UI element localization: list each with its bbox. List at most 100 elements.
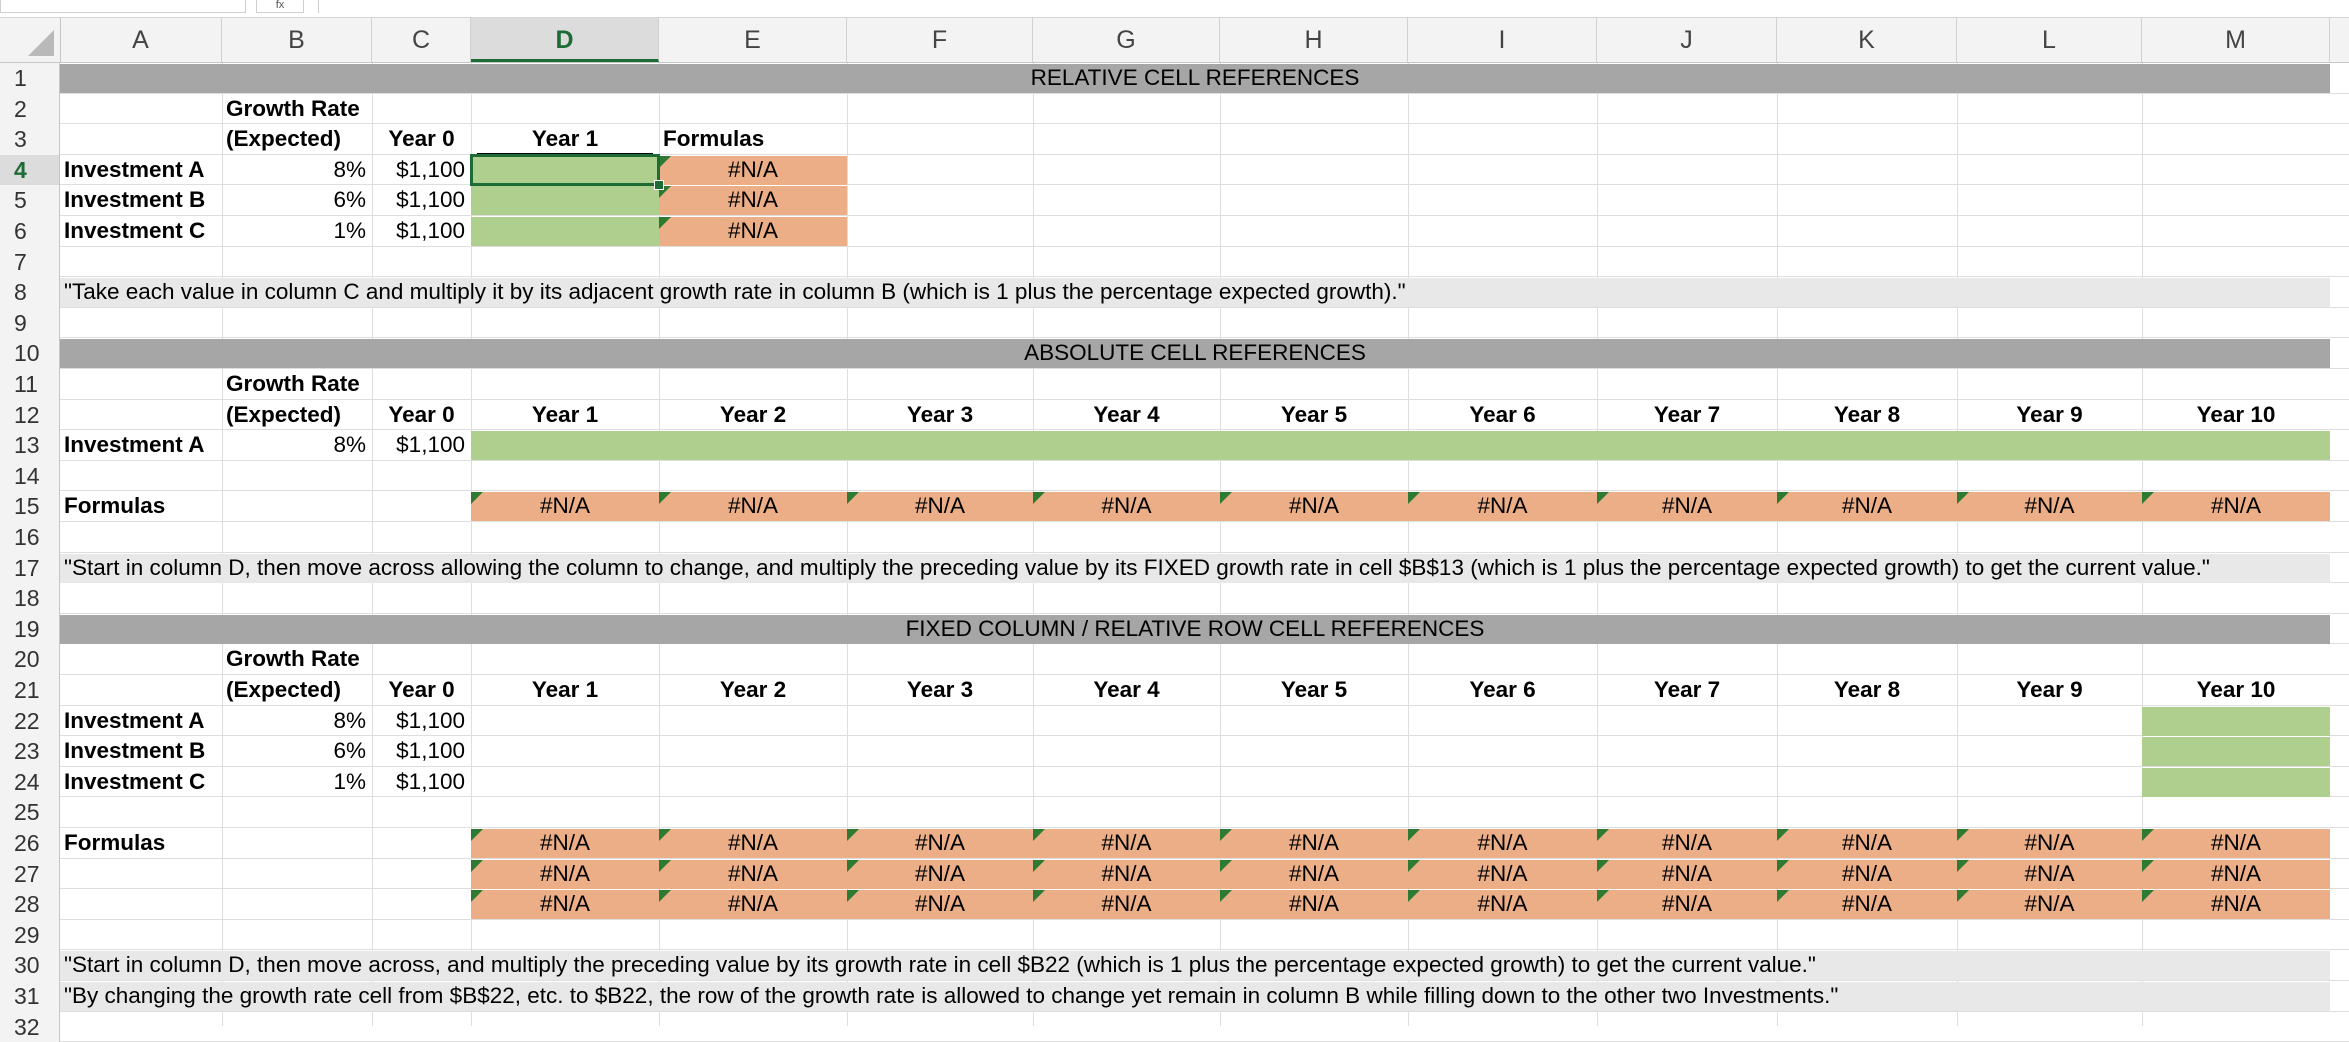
header-expected[interactable]: (Expected) (226, 401, 342, 427)
header-year[interactable]: Year 3 (906, 677, 974, 702)
formula-result-cell[interactable]: #N/A (914, 891, 966, 917)
formulas-label[interactable]: Formulas (64, 830, 166, 855)
growth-rate-cell[interactable]: 8% (333, 156, 366, 182)
row-header-10[interactable]: 10 (0, 338, 60, 369)
formula-result-cell[interactable]: #N/A (1477, 860, 1528, 886)
formula-result-cell[interactable]: #N/A (1841, 860, 1893, 886)
formula-cell-range[interactable] (471, 859, 2330, 889)
formula-result-cell[interactable]: #N/A (1841, 830, 1893, 855)
row-header-23[interactable]: 23 (0, 736, 60, 767)
row-header-24[interactable]: 24 (0, 766, 60, 798)
row-header-7[interactable]: 7 (0, 246, 60, 278)
formula-result-cell[interactable]: #N/A (914, 493, 966, 519)
row-header-8[interactable]: 8 (0, 277, 60, 308)
header-year[interactable]: Year 1 (531, 401, 599, 427)
column-header-j[interactable]: J (1597, 18, 1777, 62)
formula-result-cell[interactable]: #N/A (1288, 860, 1340, 886)
growth-rate-cell[interactable]: 8% (333, 432, 366, 458)
row-header-4[interactable]: 4 (0, 154, 60, 186)
header-formulas[interactable]: Formulas (663, 126, 765, 152)
row-header-20[interactable]: 20 (0, 644, 60, 675)
explanation-note[interactable]: "Start in column D, then move across, an… (64, 952, 1816, 978)
formula-result-cell[interactable]: #N/A (727, 156, 779, 182)
formula-result-cell[interactable]: #N/A (727, 860, 779, 886)
header-year[interactable]: Year 9 (2016, 401, 2083, 427)
column-header-l[interactable]: L (1957, 18, 2142, 62)
header-year[interactable]: Year 5 (1280, 401, 1348, 427)
formula-result-cell[interactable]: #N/A (539, 891, 591, 917)
formula-cell[interactable] (659, 217, 847, 246)
formula-result-cell[interactable]: #N/A (1101, 891, 1152, 917)
formula-cell[interactable] (659, 155, 847, 185)
growth-rate-cell[interactable]: 1% (333, 218, 366, 243)
row-header-31[interactable]: 31 (0, 981, 60, 1012)
formula-result-cell[interactable]: #N/A (539, 830, 591, 855)
header-year[interactable]: Year 0 (388, 126, 455, 152)
row-header-16[interactable]: 16 (0, 522, 60, 553)
column-header-i[interactable]: I (1408, 18, 1597, 62)
header-year[interactable]: Year 9 (2016, 677, 2083, 702)
row-header-21[interactable]: 21 (0, 675, 60, 706)
growth-rate-cell[interactable]: 6% (333, 738, 366, 764)
row-header-17[interactable]: 17 (0, 552, 60, 584)
header-expected[interactable]: (Expected) (226, 126, 342, 152)
formula-result-cell[interactable]: #N/A (1477, 493, 1528, 519)
formula-result-cell[interactable]: #N/A (1661, 860, 1713, 886)
input-cell-range[interactable] (471, 217, 659, 246)
header-year[interactable]: Year 1 (531, 677, 599, 702)
row-header-19[interactable]: 19 (0, 613, 60, 645)
formula-result-cell[interactable]: #N/A (1288, 493, 1340, 519)
fx-button[interactable]: fx (256, 0, 304, 13)
column-header-k[interactable]: K (1777, 18, 1957, 62)
formula-result-cell[interactable]: #N/A (2210, 860, 2262, 886)
header-year[interactable]: Year 10 (2196, 401, 2276, 427)
formula-result-cell[interactable]: #N/A (1841, 891, 1893, 917)
row-header-29[interactable]: 29 (0, 919, 60, 951)
investment-name[interactable]: Investment A (64, 432, 205, 458)
column-header-d[interactable]: D (471, 18, 659, 62)
formula-result-cell[interactable]: #N/A (914, 830, 966, 855)
row-header-11[interactable]: 11 (0, 369, 60, 400)
formula-cell-range[interactable] (471, 890, 2330, 920)
formula-cell-range[interactable] (471, 492, 2330, 522)
growth-rate-cell[interactable]: 8% (333, 707, 366, 733)
formulas-label[interactable]: Formulas (64, 493, 166, 519)
column-header-c[interactable]: C (372, 18, 471, 62)
name-box[interactable] (0, 0, 246, 13)
formula-result-cell[interactable]: #N/A (2210, 891, 2262, 917)
year0-amount-cell[interactable]: $1,100 (396, 707, 465, 733)
fill-handle[interactable] (654, 180, 664, 191)
input-cell[interactable] (2142, 767, 2330, 797)
formula-result-cell[interactable]: #N/A (1661, 493, 1713, 519)
header-year[interactable]: Year 6 (1469, 401, 1536, 427)
formula-result-cell[interactable]: #N/A (539, 860, 591, 886)
header-growth-rate[interactable]: Growth Rate (226, 95, 360, 121)
formula-result-cell[interactable]: #N/A (2024, 891, 2075, 917)
header-year[interactable]: Year 5 (1280, 677, 1348, 702)
row-header-5[interactable]: 5 (0, 185, 60, 216)
formula-result-cell[interactable]: #N/A (2024, 830, 2075, 855)
header-year[interactable]: Year 6 (1469, 677, 1536, 702)
formula-result-cell[interactable]: #N/A (1477, 891, 1528, 917)
formula-result-cell[interactable]: #N/A (1477, 830, 1528, 855)
select-all-corner[interactable] (0, 18, 61, 62)
column-header-b[interactable]: B (222, 18, 372, 62)
formula-result-cell[interactable]: #N/A (1661, 891, 1713, 917)
header-year[interactable]: Year 2 (719, 401, 787, 427)
explanation-note[interactable]: "Take each value in column C and multipl… (64, 279, 1406, 305)
investment-name[interactable]: Investment C (64, 768, 206, 794)
header-year[interactable]: Year 7 (1653, 401, 1721, 427)
investment-name[interactable]: Investment A (64, 707, 205, 733)
formula-result-cell[interactable]: #N/A (1661, 830, 1713, 855)
header-year[interactable]: Year 4 (1093, 401, 1160, 427)
row-header-25[interactable]: 25 (0, 797, 60, 828)
selected-cell-d4[interactable] (470, 153, 660, 187)
formula-cell[interactable] (659, 186, 847, 216)
header-year[interactable]: Year 7 (1653, 677, 1721, 702)
formula-cell-range[interactable] (471, 829, 2330, 858)
row-header-26[interactable]: 26 (0, 828, 60, 859)
header-growth-rate[interactable]: Growth Rate (226, 646, 360, 672)
header-year[interactable]: Year 3 (906, 401, 974, 427)
year0-amount-cell[interactable]: $1,100 (396, 156, 465, 182)
row-header-27[interactable]: 27 (0, 858, 60, 890)
